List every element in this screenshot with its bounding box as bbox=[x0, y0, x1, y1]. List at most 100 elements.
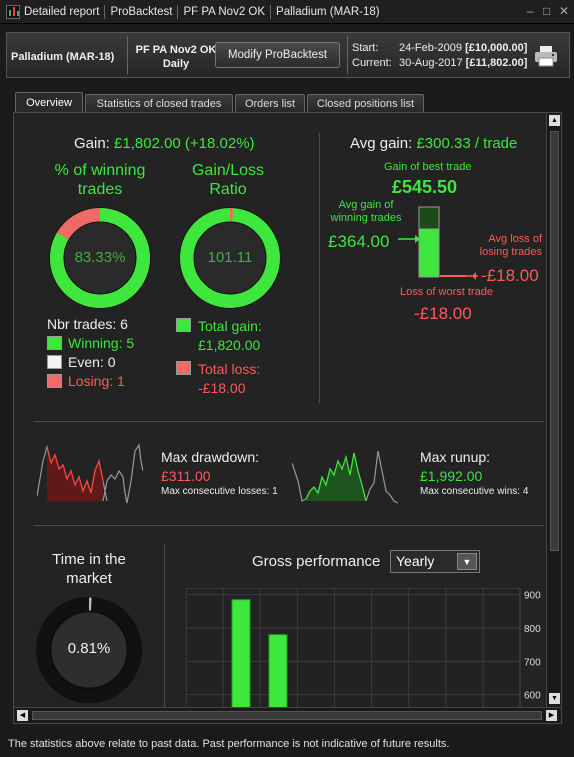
title-part: Palladium (MAR-18) bbox=[276, 5, 380, 18]
runup-value: £1,992.00 bbox=[420, 468, 483, 484]
report-header: Palladium (MAR-18) PF PA Nov2 OK Daily M… bbox=[6, 32, 570, 78]
printer-icon[interactable] bbox=[534, 45, 558, 67]
start-date: 24-Feb-2009 bbox=[399, 42, 462, 54]
period-select-value: Yearly bbox=[396, 553, 435, 569]
winning-count: Winning: 5 bbox=[68, 335, 135, 351]
overview-content: Gain: £1,802.00 (+18.02%) % of winning t… bbox=[14, 113, 546, 707]
total-loss-label: Total loss: bbox=[198, 361, 261, 377]
ratio-title-line-2: Ratio bbox=[209, 181, 247, 198]
modify-probacktest-button[interactable]: Modify ProBacktest bbox=[215, 42, 340, 68]
vertical-scrollbar[interactable]: ▲ ▼ bbox=[546, 113, 561, 707]
performance-bar bbox=[268, 634, 288, 707]
losing-legend-swatch bbox=[47, 374, 62, 388]
gain-label: Gain: bbox=[74, 135, 110, 152]
avg-gain-value: £300.33 / trade bbox=[416, 135, 518, 152]
best-trade-value: £545.50 bbox=[392, 177, 458, 197]
winning-trades-ring bbox=[49, 207, 151, 309]
chart-y-ticks: 900 800 700 600 bbox=[524, 591, 541, 702]
strategy-period: Daily bbox=[162, 58, 190, 70]
gain-value: £1,802.00 (+18.02%) bbox=[114, 135, 255, 152]
horizontal-scroll-thumb[interactable] bbox=[32, 711, 542, 720]
avg-loss-label: Avg loss of losing trades bbox=[466, 233, 542, 259]
performance-bar bbox=[231, 599, 251, 707]
close-button[interactable]: ✕ bbox=[559, 4, 570, 18]
horizontal-scrollbar[interactable]: ◀ ▶ bbox=[14, 707, 561, 723]
strategy-name: PF PA Nov2 OK bbox=[135, 44, 217, 56]
scroll-down-button[interactable]: ▼ bbox=[549, 693, 560, 704]
max-consecutive-losses: Max consecutive losses: 1 bbox=[161, 486, 278, 497]
gross-performance-chart: 900 800 700 600 bbox=[186, 588, 541, 707]
maximize-button[interactable]: □ bbox=[543, 4, 551, 18]
best-trade-label: Gain of best trade bbox=[384, 161, 472, 173]
tab-orders-list[interactable]: Orders list bbox=[235, 94, 305, 113]
time-market-line-2: market bbox=[66, 570, 112, 587]
y-tick-label: 600 bbox=[524, 691, 541, 702]
ratio-value: 101.11 bbox=[207, 249, 253, 266]
total-loss-value: -£18.00 bbox=[198, 380, 246, 396]
time-in-market-value: 0.81% bbox=[67, 640, 111, 657]
scroll-right-button[interactable]: ▶ bbox=[546, 710, 557, 721]
drawdown-label: Max drawdown: bbox=[161, 449, 260, 465]
avg-win-label: Avg gain of winning trades bbox=[328, 199, 404, 225]
strategy-info: PF PA Nov2 OK Daily bbox=[133, 43, 219, 71]
total-loss-swatch bbox=[176, 361, 191, 375]
drawdown-curve bbox=[37, 443, 143, 504]
total-gain-swatch bbox=[176, 318, 191, 332]
tab-overview[interactable]: Overview bbox=[15, 92, 83, 113]
avg-win-label-2: winning trades bbox=[330, 212, 402, 224]
avg-win-label-1: Avg gain of bbox=[338, 199, 394, 211]
scroll-up-button[interactable]: ▲ bbox=[549, 115, 560, 126]
tab-closed-positions-list[interactable]: Closed positions list bbox=[307, 94, 424, 113]
winning-title-line-2: trades bbox=[77, 181, 123, 198]
even-legend-swatch bbox=[47, 355, 62, 369]
tab-statistics-closed-trades[interactable]: Statistics of closed trades bbox=[85, 94, 233, 113]
current-capital: [£11,802.00] bbox=[465, 57, 528, 69]
avg-loss-label-1: Avg loss of bbox=[488, 233, 542, 245]
even-count: Even: 0 bbox=[68, 354, 116, 370]
gain-summary: Gain: £1,802.00 (+18.02%) bbox=[74, 135, 255, 152]
vertical-scroll-thumb[interactable] bbox=[550, 131, 559, 551]
gross-performance-label: Gross performance bbox=[252, 553, 381, 570]
winning-title-line-1: % of winning bbox=[54, 162, 146, 179]
worst-trade-value: -£18.00 bbox=[414, 304, 472, 323]
total-gain-value: £1,820.00 bbox=[198, 337, 261, 353]
winning-pct: 83.33% bbox=[74, 249, 126, 266]
runup-label: Max runup: bbox=[420, 449, 491, 465]
title-part: Detailed report bbox=[24, 5, 100, 18]
minimize-button[interactable]: – bbox=[527, 4, 534, 18]
avg-win-value: £364.00 bbox=[328, 232, 390, 251]
worst-trade-label: Loss of worst trade bbox=[400, 286, 493, 298]
overview-panel: Gain: £1,802.00 (+18.02%) % of winning t… bbox=[13, 112, 562, 724]
scroll-left-button[interactable]: ◀ bbox=[17, 710, 28, 721]
avg-gain-summary: Avg gain: £300.33 / trade bbox=[350, 135, 517, 152]
period-select[interactable]: Yearly ▼ bbox=[390, 550, 480, 573]
y-tick-label: 700 bbox=[524, 657, 541, 668]
avg-loss-value: -£18.00 bbox=[481, 266, 539, 285]
title-part: PF PA Nov2 OK bbox=[183, 5, 266, 18]
y-tick-label: 900 bbox=[524, 591, 541, 602]
app-icon bbox=[6, 4, 20, 19]
ratio-title-line-1: Gain/Loss bbox=[191, 162, 265, 179]
drawdown-value: £311.00 bbox=[161, 468, 211, 484]
time-in-market-ring bbox=[36, 597, 142, 703]
total-loss: Total loss: -£18.00 bbox=[198, 360, 260, 398]
gain-loss-ratio-ring bbox=[179, 207, 281, 309]
start-label: Start: bbox=[352, 42, 379, 54]
max-consecutive-wins: Max consecutive wins: 4 bbox=[420, 486, 529, 497]
time-market-line-1: Time in the bbox=[52, 551, 126, 568]
winning-legend-swatch bbox=[47, 336, 62, 350]
title-part: ProBacktest bbox=[110, 5, 173, 18]
current-label: Current: bbox=[352, 57, 392, 69]
start-row: Start: bbox=[352, 42, 378, 54]
winning-trades-title: % of winning trades bbox=[50, 161, 150, 199]
total-gain-label: Total gain: bbox=[198, 318, 262, 334]
nbr-trades: Nbr trades: 6 bbox=[47, 316, 128, 332]
chevron-down-icon[interactable]: ▼ bbox=[457, 553, 477, 570]
total-gain: Total gain: £1,820.00 bbox=[198, 317, 262, 355]
y-tick-label: 800 bbox=[524, 624, 541, 635]
avg-loss-label-2: losing trades bbox=[479, 246, 542, 258]
disclaimer: The statistics above relate to past data… bbox=[0, 735, 574, 757]
window-title-bar: Detailed report ProBacktest PF PA Nov2 O… bbox=[0, 0, 574, 24]
chart-bars bbox=[231, 599, 288, 707]
time-in-market-title: Time in the market bbox=[34, 550, 144, 588]
